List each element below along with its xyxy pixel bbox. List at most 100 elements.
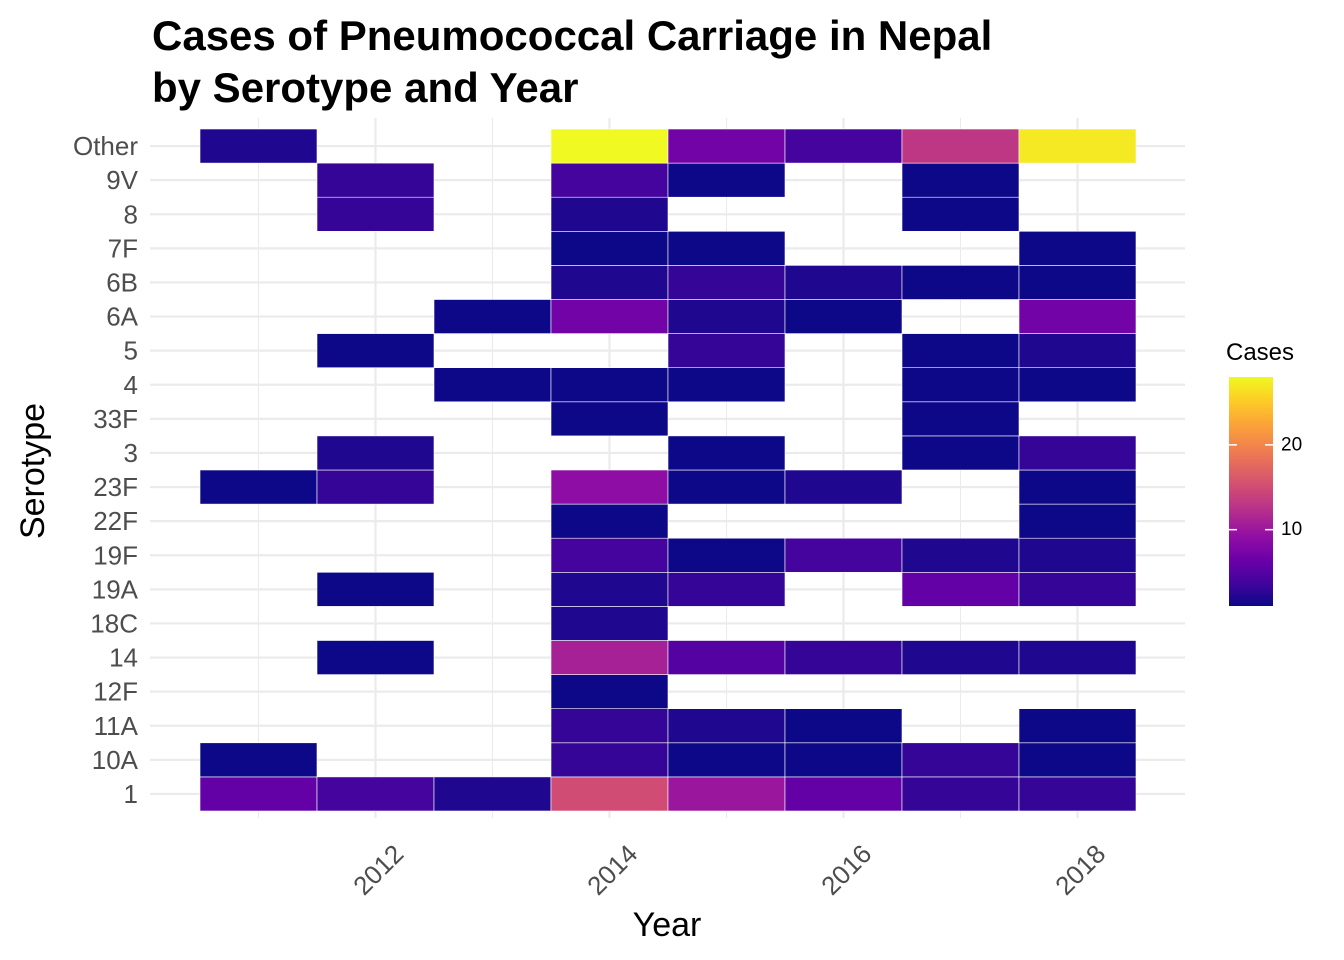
heatmap-cell xyxy=(433,367,552,403)
heatmap-cell xyxy=(1018,128,1137,164)
y-tick-label: 8 xyxy=(124,199,138,229)
heatmap-cell xyxy=(901,196,1020,232)
heatmap-cell xyxy=(550,537,669,573)
y-tick-label: 19A xyxy=(92,574,139,604)
heatmap-cell xyxy=(550,674,669,709)
heatmap-cell xyxy=(784,742,903,778)
heatmap-cell xyxy=(199,469,318,505)
heatmap-cell xyxy=(667,571,786,607)
heatmap-cell xyxy=(1018,776,1137,812)
heatmap-cell xyxy=(1018,640,1137,675)
heatmap-cell xyxy=(784,469,903,505)
heatmap-cell xyxy=(784,128,903,164)
heatmap-cell xyxy=(550,231,669,266)
heatmap-cell xyxy=(901,162,1020,198)
heatmap-cell xyxy=(1018,742,1137,778)
heatmap-cell xyxy=(901,571,1020,607)
heatmap-cell xyxy=(667,367,786,403)
heatmap-cell xyxy=(199,776,318,812)
heatmap-cell xyxy=(550,503,669,539)
heatmap-cell xyxy=(667,708,786,744)
heatmap-cell xyxy=(901,265,1020,300)
y-tick-label: 18C xyxy=(90,608,138,638)
heatmap-cell xyxy=(1018,571,1137,607)
y-tick-label: 9V xyxy=(106,165,138,195)
y-tick-label: 3 xyxy=(124,438,138,468)
heatmap-cell xyxy=(550,606,669,641)
heatmap-cell xyxy=(1018,537,1137,573)
heatmap-cell xyxy=(667,776,786,812)
chart-title: Cases of Pneumococcal Carriage in Nepal … xyxy=(152,10,992,114)
heatmap-cell xyxy=(901,776,1020,812)
heatmap-cell xyxy=(550,640,669,675)
heatmap-cell xyxy=(667,162,786,198)
chart-title-line-2: by Serotype and Year xyxy=(152,64,579,111)
heatmap-cell xyxy=(316,640,435,675)
color-legend: Cases 10 20 xyxy=(1226,339,1302,606)
legend-colorbar xyxy=(1229,377,1273,606)
heatmap-cell xyxy=(550,742,669,778)
heatmap-cell xyxy=(433,299,552,334)
legend-title: Cases xyxy=(1226,339,1294,366)
heatmap-cell xyxy=(199,742,318,778)
heatmap-cell xyxy=(1018,265,1137,300)
heatmap-cell xyxy=(784,776,903,812)
heatmap-cell xyxy=(784,299,903,334)
heatmap-cell xyxy=(433,776,552,812)
heatmap-cell xyxy=(199,128,318,164)
x-tick-labels: 2012 2014 2016 2018 xyxy=(347,839,1111,901)
y-tick-label: 23F xyxy=(93,472,138,502)
heatmap-cell xyxy=(550,367,669,403)
chart-title-line-1: Cases of Pneumococcal Carriage in Nepal xyxy=(152,12,993,59)
y-tick-label: 14 xyxy=(109,643,138,673)
y-tick-label: 6B xyxy=(106,267,138,297)
heatmap-cell xyxy=(316,162,435,198)
heatmap-cell xyxy=(784,537,903,573)
heatmap-cell xyxy=(316,469,435,505)
heatmap-cell xyxy=(667,435,786,471)
x-axis-title: Year xyxy=(633,906,702,944)
heatmap-cell xyxy=(316,333,435,369)
heatmap-cell xyxy=(667,299,786,334)
heatmap-cell xyxy=(550,571,669,607)
legend-tick-label: 10 xyxy=(1281,519,1302,540)
x-tick-label: 2016 xyxy=(815,839,877,901)
heatmap-cell xyxy=(1018,708,1137,744)
legend-tick-label: 20 xyxy=(1281,434,1302,455)
y-tick-label: 5 xyxy=(124,336,138,366)
heatmap-cell xyxy=(1018,231,1137,266)
y-tick-label: 6A xyxy=(106,302,138,332)
heatmap-cell xyxy=(784,708,903,744)
heatmap-cell xyxy=(667,742,786,778)
heatmap-cell xyxy=(316,435,435,471)
heatmap-cell xyxy=(667,128,786,164)
heatmap-cell xyxy=(316,196,435,232)
heatmap-cell xyxy=(667,640,786,675)
y-tick-label: 4 xyxy=(124,370,138,400)
heatmap-cell xyxy=(550,128,669,164)
y-tick-labels: 1 10A 11A 12F 14 18C 19A 19F 22F 23F 3 33F 4 5 6A 6B 7F 8… xyxy=(73,131,139,809)
heatmap-cell xyxy=(784,265,903,300)
heatmap-cell xyxy=(1018,435,1137,471)
heatmap-cell xyxy=(316,571,435,607)
x-tick-label: 2012 xyxy=(347,839,409,901)
y-tick-label: 22F xyxy=(93,506,138,536)
y-tick-label: 12F xyxy=(93,677,138,707)
heatmap-cells xyxy=(199,128,1137,812)
heatmap-cell xyxy=(550,299,669,334)
heatmap-cell xyxy=(550,401,669,437)
y-tick-label: 11A xyxy=(94,711,139,741)
heatmap-cell xyxy=(550,469,669,505)
heatmap-cell xyxy=(667,537,786,573)
y-tick-label: Other xyxy=(73,131,138,161)
x-tick-label: 2014 xyxy=(581,839,643,901)
heatmap-cell xyxy=(550,162,669,198)
heatmap-cell xyxy=(1018,469,1137,505)
heatmap-cell xyxy=(1018,333,1137,369)
y-axis-title: Serotype xyxy=(14,403,52,539)
heatmap-cell xyxy=(901,742,1020,778)
y-tick-label: 10A xyxy=(92,745,139,775)
heatmap-cell xyxy=(550,776,669,812)
heatmap-cell xyxy=(901,640,1020,675)
legend-ticks: 10 20 xyxy=(1229,434,1302,540)
